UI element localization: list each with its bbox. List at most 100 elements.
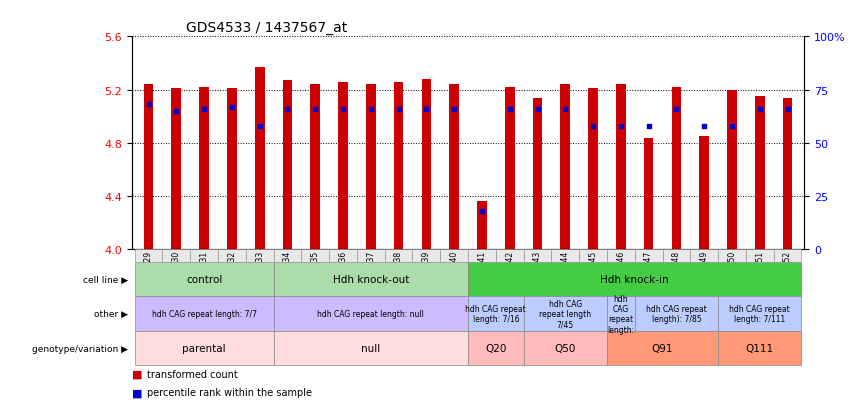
Point (531, 106, 545, 113)
Point (725, 123, 739, 130)
Bar (718, 250, 745, 262)
Text: GSM638141: GSM638141 (477, 250, 487, 297)
Bar (477, 202, 487, 250)
Point (586, 123, 600, 130)
Point (642, 123, 655, 130)
Bar (301, 250, 329, 262)
Bar (283, 81, 293, 250)
Bar (218, 250, 246, 262)
Bar (690, 250, 718, 262)
Bar (246, 250, 273, 262)
Point (503, 106, 517, 113)
Text: hdh CAG repeat
length: 7/111: hdh CAG repeat length: 7/111 (729, 304, 790, 323)
Bar (607, 250, 635, 262)
Bar (643, 138, 654, 250)
Text: GSM638135: GSM638135 (311, 250, 320, 297)
Bar (523, 331, 607, 366)
Point (697, 123, 711, 130)
Bar (385, 250, 413, 262)
Point (670, 106, 683, 113)
Point (197, 106, 211, 113)
Bar (273, 250, 301, 262)
Point (780, 106, 794, 113)
Bar (338, 82, 348, 250)
Bar (561, 85, 570, 250)
Bar (311, 85, 320, 250)
Point (281, 106, 294, 113)
Point (558, 106, 572, 113)
Text: Q91: Q91 (652, 343, 673, 353)
Text: control: control (186, 275, 222, 285)
Bar (635, 250, 663, 262)
Bar (134, 297, 273, 331)
Point (391, 106, 405, 113)
Text: other ▶: other ▶ (94, 309, 128, 318)
Bar (273, 331, 468, 366)
Text: GSM638130: GSM638130 (172, 250, 181, 297)
Bar (580, 250, 607, 262)
Bar (718, 331, 802, 366)
Bar (254, 68, 265, 250)
Text: hdh CAG repeat length: null: hdh CAG repeat length: null (317, 309, 425, 318)
Text: GSM638151: GSM638151 (755, 250, 764, 297)
Bar (523, 250, 551, 262)
Point (420, 106, 433, 113)
Text: hdh
CAG
repeat
length:: hdh CAG repeat length: (608, 294, 634, 334)
Bar (607, 297, 635, 331)
Text: Q50: Q50 (555, 343, 576, 353)
Text: GSM638147: GSM638147 (644, 250, 653, 297)
Bar (144, 85, 153, 250)
Bar (134, 262, 273, 297)
Text: GSM638142: GSM638142 (505, 250, 514, 297)
Bar (357, 250, 385, 262)
Bar (172, 89, 181, 250)
Text: null: null (361, 343, 380, 353)
Text: hdh CAG
repeat length
7/45: hdh CAG repeat length 7/45 (540, 299, 591, 329)
Text: GSM638143: GSM638143 (533, 250, 542, 297)
Bar (700, 137, 709, 250)
Bar (783, 98, 792, 250)
Text: GSM638136: GSM638136 (339, 250, 347, 297)
Bar (533, 98, 542, 250)
Bar (588, 89, 598, 250)
Bar (134, 250, 163, 262)
Bar (468, 297, 523, 331)
Bar (755, 97, 764, 250)
Point (753, 106, 767, 113)
Point (364, 106, 378, 113)
Text: percentile rank within the sample: percentile rank within the sample (147, 387, 312, 397)
Point (336, 106, 350, 113)
Text: GSM638150: GSM638150 (728, 250, 736, 297)
Bar (727, 90, 737, 250)
Text: GSM638146: GSM638146 (616, 250, 625, 297)
Point (308, 106, 322, 113)
Text: cell line ▶: cell line ▶ (83, 275, 128, 284)
Text: GSM638149: GSM638149 (700, 250, 709, 297)
Bar (329, 250, 357, 262)
Bar (191, 250, 218, 262)
Point (614, 123, 628, 130)
Text: GSM638137: GSM638137 (366, 250, 375, 297)
Text: GSM638129: GSM638129 (144, 250, 153, 297)
Bar (635, 297, 718, 331)
Text: GSM638144: GSM638144 (561, 250, 570, 297)
Bar (273, 262, 468, 297)
Bar (468, 262, 802, 297)
Text: GSM638131: GSM638131 (200, 250, 208, 297)
Bar (718, 297, 802, 331)
Bar (745, 250, 774, 262)
Bar (273, 297, 468, 331)
Bar (671, 88, 682, 250)
Text: GSM638140: GSM638140 (449, 250, 459, 297)
Text: GSM638133: GSM638133 (255, 250, 264, 297)
Point (253, 123, 266, 130)
Text: GSM638138: GSM638138 (394, 250, 403, 297)
Point (475, 208, 488, 215)
Bar (449, 85, 459, 250)
Bar (227, 89, 237, 250)
Bar (551, 250, 580, 262)
Text: GSM638148: GSM638148 (672, 250, 681, 297)
Bar (616, 85, 625, 250)
Text: Hdh knock-out: Hdh knock-out (333, 275, 409, 285)
Text: GSM638139: GSM638139 (422, 250, 431, 297)
